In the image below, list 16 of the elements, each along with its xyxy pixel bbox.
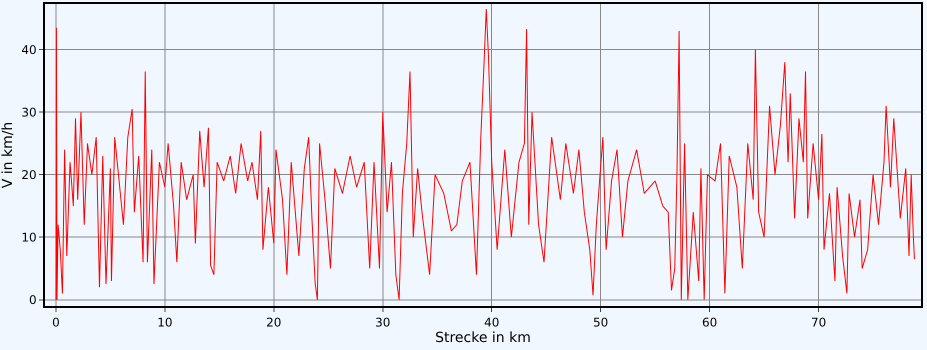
x-tick-label: 50 [593,315,608,330]
y-tick-label: 30 [21,105,37,120]
x-tick-label: 20 [266,315,282,330]
x-tick-label: 0 [52,315,60,330]
y-tick-label: 40 [21,42,37,57]
x-tick-label: 70 [810,315,826,330]
line-series [55,8,915,300]
y-tick-label: 20 [21,168,37,182]
y-tick-label: 10 [21,230,37,244]
x-tick-label: 10 [157,315,172,330]
y-axis-title: V in km/h [0,122,16,188]
y-tick-label: 0 [28,292,37,307]
x-tick-label: 30 [375,315,390,330]
x-tick-label: 40 [484,315,500,330]
x-tick-label: 60 [702,315,718,330]
x-axis-title: Strecke in km [435,330,531,346]
